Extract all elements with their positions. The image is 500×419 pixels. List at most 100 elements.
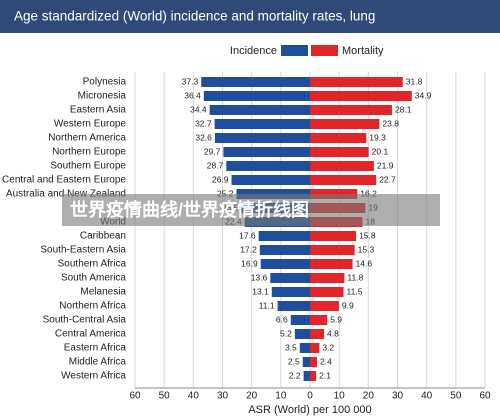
value-label: 2.1 [319, 370, 331, 380]
value-label: 36.4 [184, 90, 201, 100]
value-label: 2.2 [289, 370, 301, 380]
bar [310, 119, 380, 129]
value-label: 17.2 [240, 244, 257, 254]
bar [290, 315, 310, 325]
value-label: 31.8 [406, 76, 423, 86]
bar [226, 161, 310, 171]
category-label: Southern Africa [58, 259, 127, 270]
category-label: South-Eastern Asia [40, 245, 126, 256]
category-label: Eastern Asia [70, 105, 127, 116]
category-label: Northern Africa [59, 301, 126, 312]
x-tick-label: 20 [246, 391, 258, 402]
bar [310, 343, 320, 353]
x-tick-label: 60 [479, 391, 491, 402]
category-label: South America [61, 273, 126, 284]
category-label: South-Central Asia [43, 315, 127, 326]
bar [310, 315, 328, 325]
bar [310, 133, 367, 143]
bar [310, 273, 345, 283]
value-label: 29.7 [204, 146, 221, 156]
category-label: Middle Africa [69, 357, 127, 368]
value-label: 34.4 [190, 104, 207, 114]
bar [310, 329, 324, 339]
bar [271, 287, 310, 297]
bar [310, 259, 353, 269]
category-label: Central America [55, 329, 127, 340]
value-label: 15.8 [359, 230, 376, 240]
bar [310, 231, 357, 241]
bar [310, 77, 403, 87]
x-tick-label: 10 [275, 391, 287, 402]
bar [258, 231, 310, 241]
bar [294, 329, 310, 339]
value-label: 15.3 [358, 244, 375, 254]
category-label: Northern America [48, 133, 126, 144]
category-label: Melanesia [80, 287, 126, 298]
bar [203, 91, 310, 101]
value-label: 16.9 [241, 258, 258, 268]
value-label: 32.6 [195, 132, 212, 142]
bar [310, 287, 344, 297]
value-label: 21.9 [377, 160, 394, 170]
value-label: 6.6 [276, 314, 288, 324]
value-label: 5.2 [280, 328, 292, 338]
bar [270, 273, 310, 283]
bar [310, 357, 317, 367]
legend-label: Incidence [230, 45, 277, 57]
category-label: Micronesia [78, 91, 127, 102]
bar [310, 147, 369, 157]
category-label: Western Europe [54, 119, 127, 130]
x-axis-label: ASR (World) per 100 000 [248, 404, 371, 416]
x-tick-label: 50 [450, 391, 462, 402]
value-label: 32.7 [195, 118, 212, 128]
legend-label: Mortality [342, 45, 384, 57]
category-label: Central and Eastern Europe [2, 175, 126, 186]
x-tick-label: 40 [188, 391, 200, 402]
x-tick-label: 10 [334, 391, 346, 402]
value-label: 28.7 [207, 160, 224, 170]
value-label: 3.2 [322, 342, 334, 352]
bar [310, 301, 339, 311]
bar [260, 259, 310, 269]
x-tick-label: 40 [421, 391, 433, 402]
bar [201, 77, 310, 87]
title-bar [0, 0, 500, 33]
bar [310, 105, 392, 115]
bar [310, 91, 412, 101]
bar [310, 371, 317, 381]
value-label: 19.3 [369, 132, 386, 142]
value-label: 5.9 [330, 314, 342, 324]
value-label: 13.6 [251, 272, 268, 282]
x-tick-label: 50 [159, 391, 171, 402]
bar [310, 175, 377, 185]
bar [310, 161, 374, 171]
value-label: 34.9 [415, 90, 432, 100]
category-label: Eastern Africa [64, 343, 127, 354]
value-label: 11.8 [347, 272, 363, 282]
value-label: 13.1 [252, 286, 269, 296]
bar [223, 147, 310, 157]
category-label: Polynesia [83, 77, 127, 88]
bar [277, 301, 310, 311]
x-tick-label: 30 [392, 391, 404, 402]
category-label: Southern Europe [50, 161, 126, 172]
watermark: 世界疫情曲线/世界疫情折线图 [70, 199, 309, 220]
watermark-band [62, 194, 440, 226]
bar [302, 357, 310, 367]
bar [214, 133, 310, 143]
category-label: Northern Europe [52, 147, 126, 158]
category-label: Caribbean [80, 231, 126, 242]
x-tick-label: 60 [129, 391, 141, 402]
value-label: 37.3 [182, 76, 199, 86]
x-tick-label: 30 [217, 391, 229, 402]
value-label: 26.9 [212, 174, 229, 184]
value-label: 20.1 [372, 146, 389, 156]
bar [310, 245, 355, 255]
bar [214, 119, 310, 129]
value-label: 9.9 [342, 300, 354, 310]
value-label: 25.2 [217, 188, 234, 198]
bar [209, 105, 310, 115]
value-label: 17.6 [239, 230, 256, 240]
value-label: 14.6 [356, 258, 373, 268]
value-label: 3.5 [285, 342, 297, 352]
